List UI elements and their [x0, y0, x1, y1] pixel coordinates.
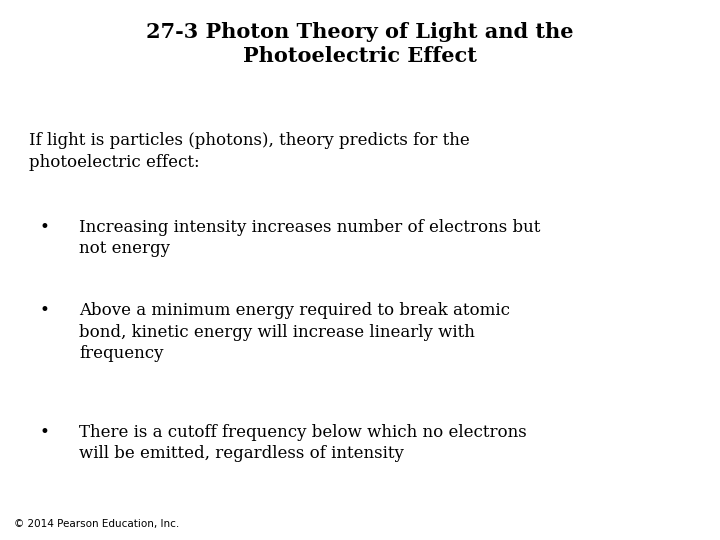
- Text: •: •: [40, 424, 50, 441]
- Text: •: •: [40, 219, 50, 235]
- Text: Increasing intensity increases number of electrons but
not energy: Increasing intensity increases number of…: [79, 219, 541, 257]
- Text: There is a cutoff frequency below which no electrons
will be emitted, regardless: There is a cutoff frequency below which …: [79, 424, 527, 462]
- Text: 27-3 Photon Theory of Light and the
Photoelectric Effect: 27-3 Photon Theory of Light and the Phot…: [146, 22, 574, 65]
- Text: •: •: [40, 302, 50, 319]
- Text: If light is particles (photons), theory predicts for the
photoelectric effect:: If light is particles (photons), theory …: [29, 132, 469, 171]
- Text: Above a minimum energy required to break atomic
bond, kinetic energy will increa: Above a minimum energy required to break…: [79, 302, 510, 362]
- Text: © 2014 Pearson Education, Inc.: © 2014 Pearson Education, Inc.: [14, 519, 180, 529]
